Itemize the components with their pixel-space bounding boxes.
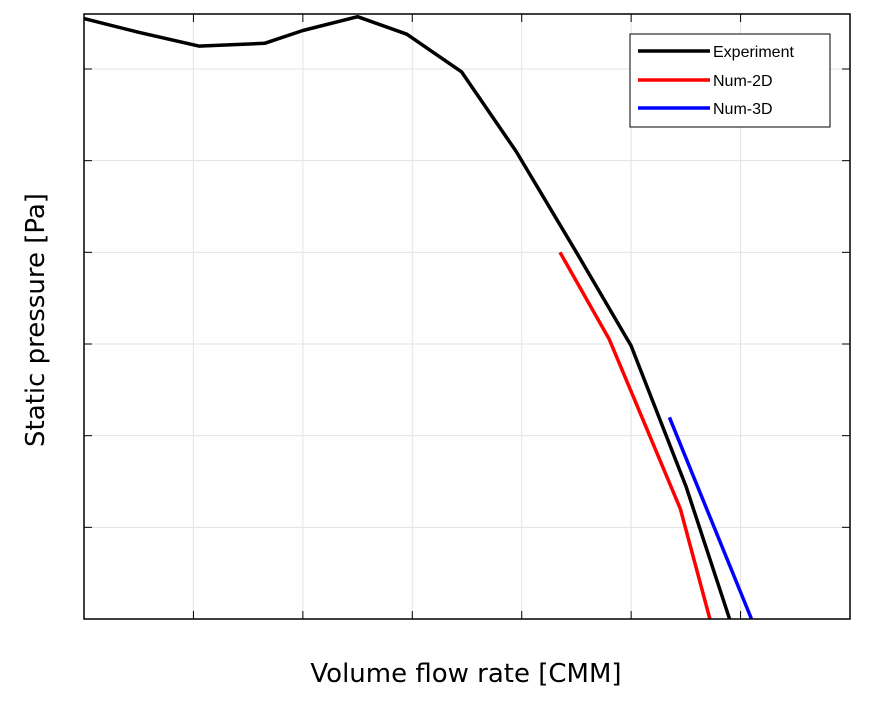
series-line-num-2d xyxy=(558,251,712,620)
series-line-num-3d xyxy=(667,416,754,620)
series-line-experiment xyxy=(83,14,732,620)
axis-ticks xyxy=(84,14,850,619)
series-layer xyxy=(83,14,754,620)
legend: Experiment Num-2D Num-3D xyxy=(629,33,831,128)
grid-lines xyxy=(84,14,850,619)
legend-label-experiment: Experiment xyxy=(713,44,794,61)
legend-label-num-2d: Num-2D xyxy=(713,73,773,90)
plot-frame xyxy=(83,13,851,620)
legend-label-num-3d: Num-3D xyxy=(713,101,773,118)
y-axis-label: Static pressure [Pa] xyxy=(21,193,51,447)
x-axis-label: Volume flow rate [CMM] xyxy=(310,659,621,689)
